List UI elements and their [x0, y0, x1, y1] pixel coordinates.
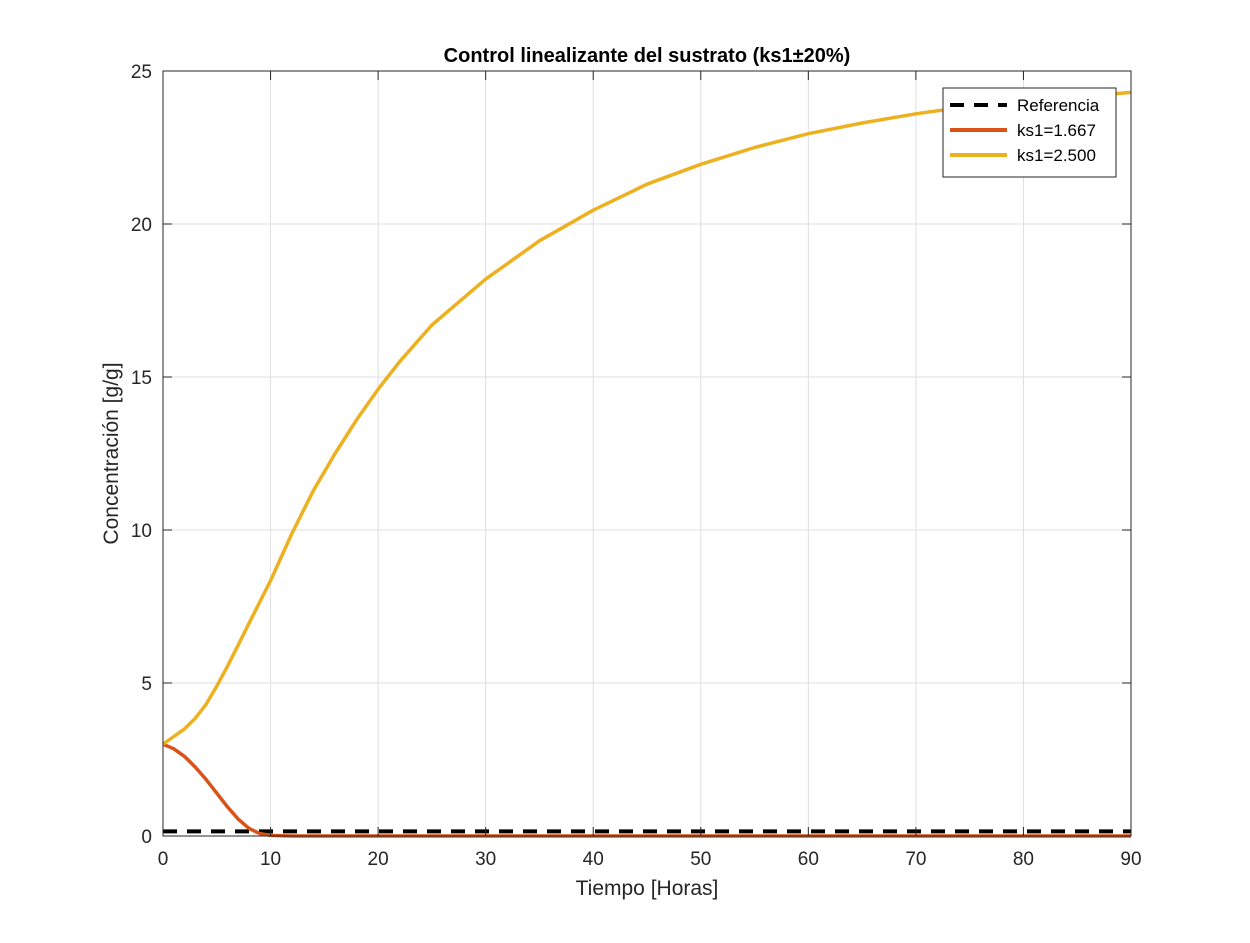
x-tick-label: 60: [798, 849, 819, 870]
ticks: 0 10 20 30 40 50 60 70 80 90 0 5 10 15 20 25: [131, 62, 1142, 870]
y-tick-label: 20: [131, 215, 152, 236]
legend-label: Referencia: [1017, 96, 1100, 115]
chart-title: Control linealizante del sustrato (ks1±2…: [444, 45, 851, 67]
x-tick-label: 80: [1013, 849, 1034, 870]
x-tick-label: 90: [1120, 849, 1141, 870]
legend-label: ks1=1.667: [1017, 121, 1096, 140]
legend-label: ks1=2.500: [1017, 146, 1096, 165]
y-tick-label: 0: [141, 827, 152, 848]
x-tick-label: 0: [158, 849, 169, 870]
legend: Referencia ks1=1.667 ks1=2.500: [942, 87, 1117, 178]
y-tick-label: 5: [141, 674, 152, 695]
series-line-3: [161, 90, 1132, 746]
x-tick-label: 20: [368, 849, 389, 870]
y-tick-label: 25: [131, 62, 152, 83]
axes-box: [162, 70, 1132, 837]
y-tick-label: 15: [131, 368, 152, 389]
x-tick-label: 50: [690, 849, 711, 870]
x-tick-label: 10: [260, 849, 281, 870]
x-axis-label: Tiempo [Horas]: [576, 877, 719, 900]
legend-box: [942, 87, 1117, 178]
x-tick-label: 70: [905, 849, 926, 870]
x-tick-label: 30: [475, 849, 496, 870]
y-tick-label: 10: [131, 521, 152, 542]
y-axis-label: Concentración [g/g]: [100, 362, 123, 544]
x-tick-label: 40: [583, 849, 604, 870]
